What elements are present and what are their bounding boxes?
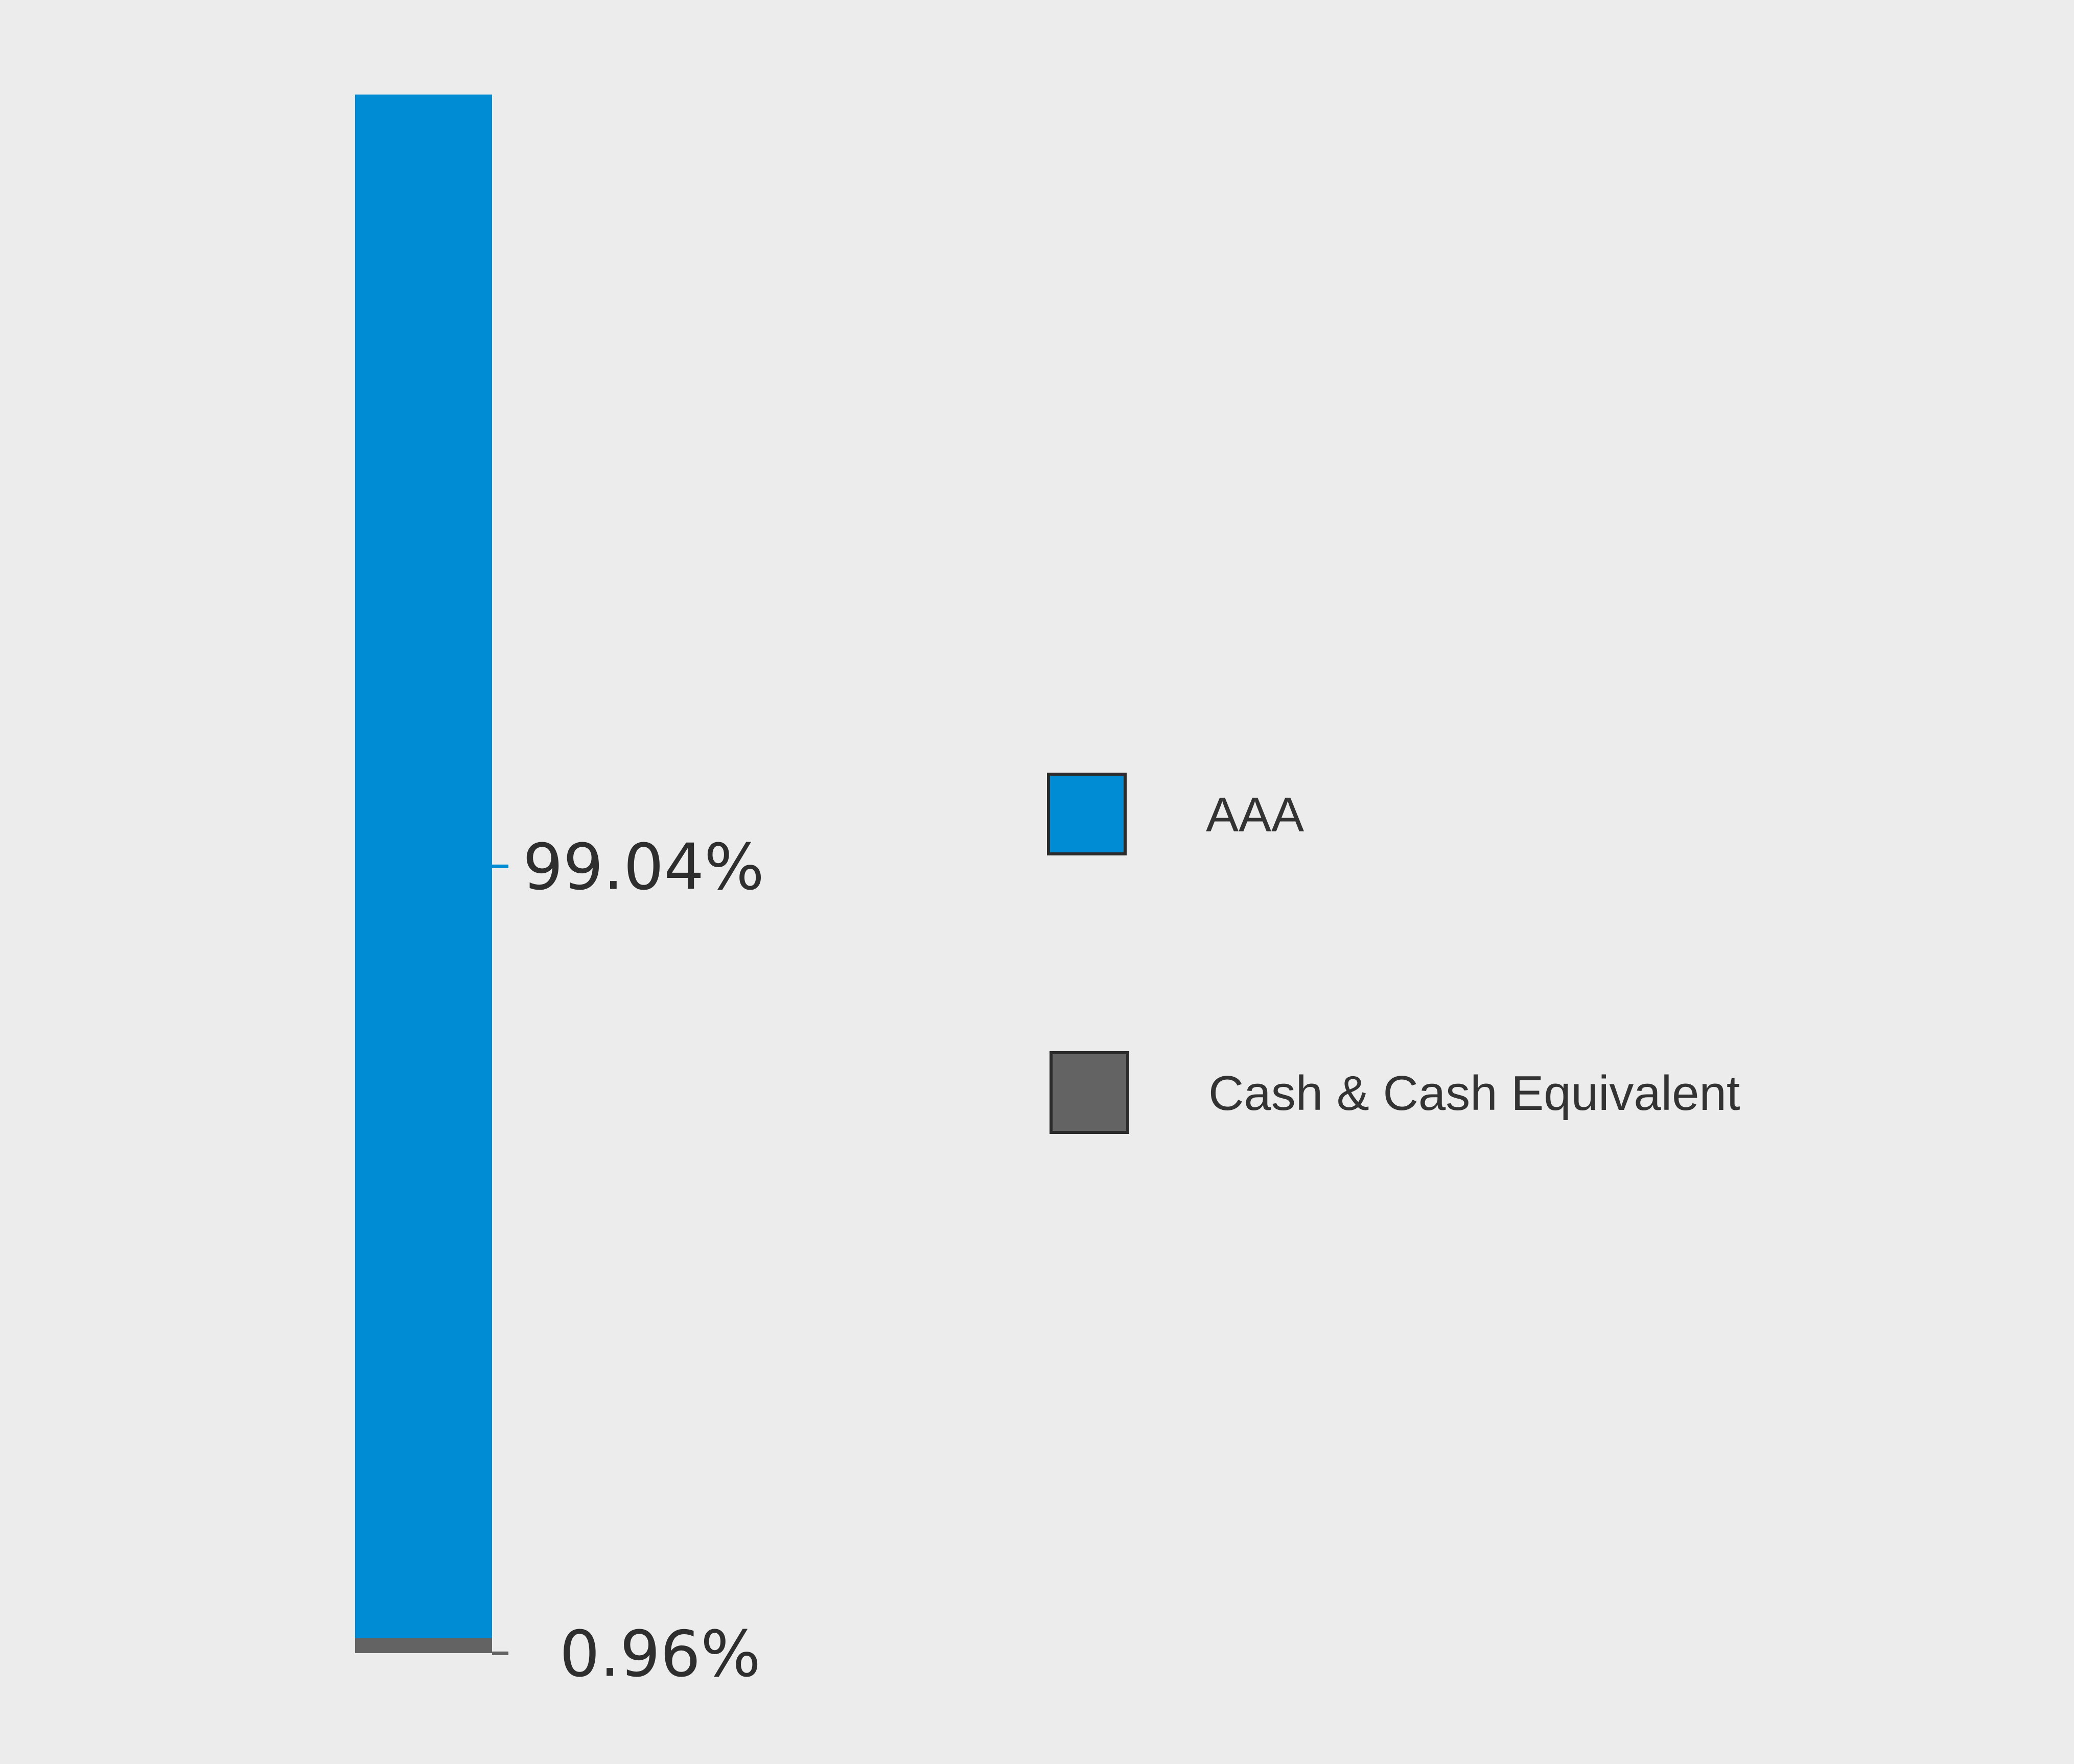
value-labels-layer: 0.96% 99.04% (523, 830, 764, 1691)
legend-swatch-cash-cash-equivalent (1050, 1051, 1129, 1134)
bar-segment-aaa (355, 95, 492, 1638)
label-ticks-layer (492, 864, 508, 1655)
legend-label-aaa: AAA (1206, 787, 1304, 842)
legend-label-cash-cash-equivalent: Cash & Cash Equivalent (1208, 1066, 1740, 1121)
bar-segment-cash-cash-equivalent (355, 1638, 492, 1653)
legend: AAA Cash & Cash Equivalent (1047, 773, 1740, 1134)
data-label-cash-cash-equivalent: 0.96% (560, 1617, 761, 1691)
data-label-aaa: 99.04% (523, 830, 764, 904)
bars-layer (355, 95, 492, 1653)
legend-swatch-aaa (1047, 773, 1127, 855)
